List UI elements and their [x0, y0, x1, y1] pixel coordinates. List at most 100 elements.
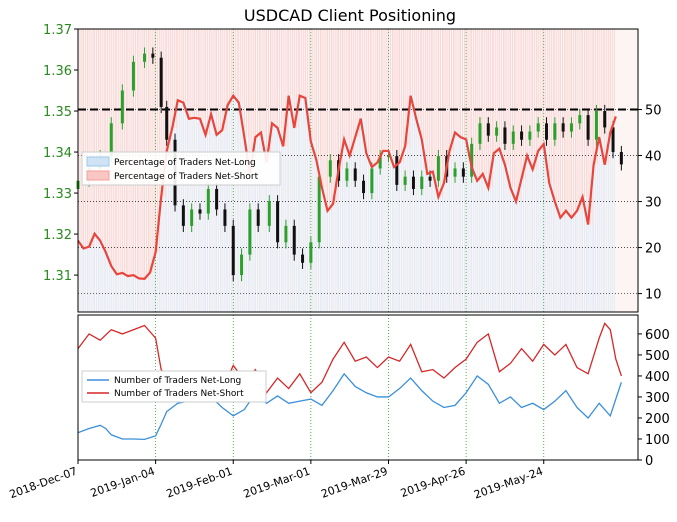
candle-body: [395, 156, 399, 185]
candle-body: [284, 225, 288, 243]
candle-body: [536, 123, 540, 132]
right-tick-label: 10: [645, 288, 662, 303]
series-line: [77, 372, 622, 441]
candle-body: [248, 209, 252, 255]
candle-body: [256, 209, 260, 226]
candle-body: [603, 111, 607, 128]
candle-body: [362, 180, 366, 194]
right-tick-label: 20: [645, 242, 662, 257]
candle-body: [240, 254, 244, 276]
left-tick-label: 1.34: [43, 146, 72, 161]
bottom-right-tick-label: 300: [645, 391, 670, 406]
candle-body: [486, 123, 490, 136]
candle-body: [553, 123, 557, 140]
legend-top: Percentage of Traders Net-Long Percentag…: [81, 151, 281, 186]
candle-body: [619, 152, 623, 165]
candle-body: [215, 188, 219, 210]
candle-body: [594, 111, 598, 140]
candle-body: [292, 225, 296, 255]
candle-body: [411, 176, 415, 189]
net-short-pct-series: [77, 93, 617, 281]
candle-body: [198, 209, 202, 214]
legend-label-net-long: Percentage of Traders Net-Long: [114, 158, 256, 168]
bottom-right-tick-label: 500: [645, 349, 670, 364]
right-tick-label: 50: [645, 104, 662, 119]
candle-body: [578, 115, 582, 124]
bottom-right-tick-label: 0: [645, 454, 653, 469]
top-panel: 1.311.321.331.341.351.361.37 1020304050 …: [43, 23, 662, 313]
candle-body: [317, 176, 321, 243]
candle-body: [470, 143, 474, 177]
candle-body: [403, 176, 407, 185]
candle-body: [436, 156, 440, 181]
candle-body: [386, 156, 390, 158]
legend-label-count-net-short: Number of Traders Net-Short: [114, 389, 244, 399]
candle-body: [611, 127, 615, 153]
candle-body: [206, 188, 210, 214]
legend-bottom-box: [81, 370, 267, 403]
candle-body: [503, 127, 507, 144]
candle-body: [586, 115, 590, 140]
sentiment-shading: [77, 29, 615, 312]
candle-body: [190, 209, 194, 226]
right-tick-label: 40: [645, 150, 662, 165]
candle-body: [301, 254, 305, 263]
right-tick-label: 30: [645, 196, 662, 211]
candle-body: [561, 123, 565, 132]
candle-body: [520, 131, 524, 140]
bottom-right-tick-label: 100: [645, 433, 670, 448]
bottom-panel: 0 100 200 300 400 500 600 Number of Traders Ne…: [77, 314, 670, 469]
candle-body: [420, 176, 424, 189]
bottom-right-tick-label: 400: [645, 370, 670, 385]
candle-body: [528, 131, 532, 140]
candle-body: [328, 160, 332, 177]
left-tick-label: 1.33: [43, 187, 72, 202]
legend-bottom: Number of Traders Net-Long Number of Tra…: [81, 370, 267, 403]
candle-body: [131, 61, 135, 91]
candle-body: [569, 123, 573, 132]
candle-body: [353, 168, 357, 181]
legend-label-count-net-long: Number of Traders Net-Long: [114, 376, 241, 386]
left-axis-ticks: 1.31 1.32 1.33 1.34 1.35 1.36 1.37: [43, 23, 78, 284]
chart-title: USDCAD Client Positioning: [244, 6, 456, 25]
bottom-right-tick-label: 600: [645, 328, 670, 343]
candle-body: [495, 127, 499, 136]
top-panel-frame: [77, 28, 639, 313]
left-tick-label: 1.37: [43, 23, 72, 38]
candle-body: [370, 168, 374, 194]
left-tick-label: 1.35: [43, 105, 72, 120]
bottom-right-tick-label: 200: [645, 412, 670, 427]
candle-body: [461, 168, 465, 177]
candle-body: [231, 225, 235, 276]
right-axis-ticks: 10 20 30 40 50: [638, 104, 662, 303]
legend-label-net-short: Percentage of Traders Net-Short: [114, 172, 259, 182]
candle-body: [267, 201, 271, 226]
bottom-right-axis-ticks: 0 100 200 300 400 500 600: [638, 328, 670, 469]
net-short-pct-line: [77, 93, 617, 281]
candle-body: [276, 201, 280, 243]
candle-body: [545, 123, 549, 140]
left-tick-label: 1.36: [43, 64, 72, 79]
candle-body: [453, 168, 457, 177]
candle-body: [159, 57, 163, 107]
legend-swatch-net-short: [86, 170, 110, 181]
candle-body: [109, 123, 113, 157]
candle-body: [181, 205, 185, 226]
candle-body: [478, 123, 482, 144]
candle-body: [428, 176, 432, 181]
candle-body: [378, 156, 382, 169]
candle-body: [143, 53, 147, 62]
legend-top-box: [81, 151, 281, 186]
candle-body: [165, 106, 169, 140]
candle-body: [511, 131, 515, 144]
candle-body: [345, 168, 349, 181]
left-tick-label: 1.32: [43, 228, 72, 243]
candle-body: [151, 53, 155, 58]
legend-swatch-net-long: [86, 156, 110, 167]
bottom-panel-frame: [77, 314, 639, 461]
candle-body: [223, 209, 227, 226]
candle-body: [120, 90, 124, 124]
left-tick-label: 1.31: [43, 269, 72, 284]
